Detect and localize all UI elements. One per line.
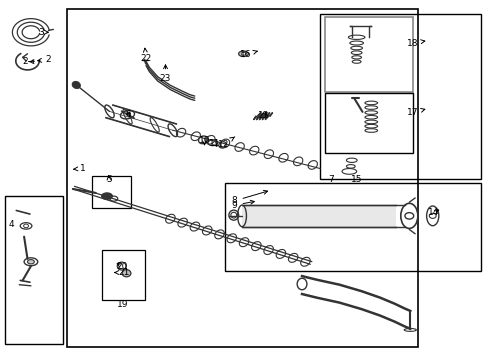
- Text: 6: 6: [125, 110, 131, 119]
- Bar: [66, 9, 417, 347]
- Text: 17: 17: [406, 108, 424, 117]
- Text: 21: 21: [115, 268, 129, 277]
- Text: 5: 5: [106, 175, 112, 184]
- Ellipse shape: [72, 81, 80, 89]
- Text: 23: 23: [160, 65, 171, 84]
- Ellipse shape: [27, 260, 34, 264]
- Text: 9: 9: [231, 200, 254, 210]
- Text: 1: 1: [74, 164, 85, 173]
- Bar: [4, 196, 63, 344]
- Text: 11: 11: [208, 139, 220, 148]
- Bar: [224, 183, 480, 271]
- Bar: [242, 205, 395, 226]
- Bar: [325, 17, 412, 92]
- Text: 19: 19: [117, 300, 128, 309]
- Text: 2→: 2→: [22, 57, 36, 66]
- Text: 10: 10: [198, 136, 210, 145]
- Text: 15: 15: [350, 175, 362, 184]
- Text: 12: 12: [218, 137, 234, 149]
- Text: 7: 7: [328, 175, 333, 184]
- Bar: [325, 93, 412, 153]
- Bar: [92, 176, 131, 208]
- Text: 14: 14: [427, 208, 439, 217]
- Text: 22: 22: [140, 48, 151, 63]
- Text: 8: 8: [231, 190, 267, 205]
- Text: 13: 13: [258, 111, 269, 120]
- Text: 20: 20: [116, 262, 127, 271]
- Text: 16: 16: [239, 50, 257, 59]
- Text: 4: 4: [9, 220, 14, 229]
- Bar: [102, 250, 144, 300]
- Ellipse shape: [122, 270, 131, 277]
- Ellipse shape: [102, 193, 112, 199]
- Text: 2: 2: [38, 55, 51, 64]
- Text: 18: 18: [406, 39, 424, 48]
- Text: 3: 3: [38, 28, 48, 37]
- Bar: [320, 14, 480, 179]
